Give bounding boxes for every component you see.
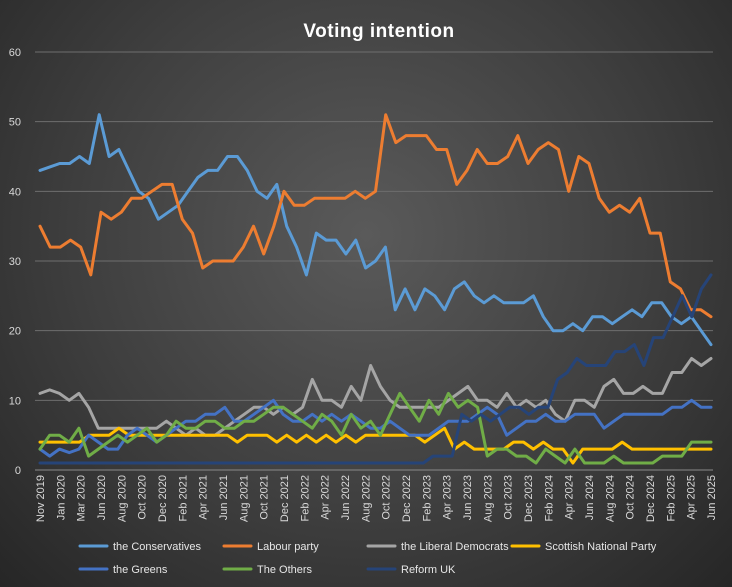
x-tick-label: Apr 2025: [686, 475, 698, 520]
y-tick-label: 30: [9, 256, 21, 268]
series-line-the-conservatives: [38, 113, 713, 347]
series-lines: [38, 113, 713, 465]
legend-label: the Greens: [113, 564, 168, 576]
series-line-labour-party: [38, 113, 713, 319]
legend-item: the Conservatives: [78, 541, 202, 553]
x-tick-label: Feb 2024: [543, 475, 555, 521]
x-tick-label: Oct 2020: [137, 475, 149, 520]
x-tick-label: Aug 2023: [482, 475, 494, 522]
x-tick-label: Apr 2023: [442, 475, 454, 520]
y-tick-label: 50: [9, 117, 21, 129]
x-tick-label: Jun 2025: [706, 475, 718, 520]
y-tick-label: 10: [9, 395, 21, 407]
x-tick-label: Jun 2024: [584, 475, 596, 520]
x-tick-label: Dec 2021: [279, 475, 291, 522]
x-tick-label: Aug 2024: [604, 475, 616, 522]
x-tick-label: Oct 2021: [259, 475, 271, 520]
series-line-reform-uk: [38, 273, 713, 465]
x-tick-label: Oct 2022: [381, 475, 393, 520]
x-tick-label: Dec 2023: [523, 475, 535, 522]
legend-label: The Others: [257, 564, 313, 576]
x-tick-label: Jun 2020: [96, 475, 108, 520]
y-tick-label: 0: [15, 465, 21, 477]
series-line-the-others: [38, 391, 713, 465]
x-tick-label: Mar 2020: [76, 475, 88, 521]
x-tick-label: Apr 2024: [564, 475, 576, 520]
legend-label: Scottish National Party: [545, 541, 657, 553]
x-tick-label: Aug 2022: [360, 475, 372, 522]
y-tick-label: 20: [9, 326, 21, 338]
legend-item: Reform UK: [366, 564, 456, 576]
legend-label: Reform UK: [401, 564, 456, 576]
y-tick-label: 40: [9, 186, 21, 198]
x-tick-label: Feb 2021: [177, 475, 189, 521]
chart-title: Voting intention: [303, 21, 454, 42]
x-tick-label: Apr 2022: [320, 475, 332, 520]
x-tick-label: Nov 2019: [35, 475, 47, 522]
legend-item: The Others: [222, 564, 313, 576]
x-tick-label: Jun 2022: [340, 475, 352, 520]
x-tick-label: Dec 2024: [645, 475, 657, 522]
x-tick-label: Feb 2025: [665, 475, 677, 521]
legend-label: Labour party: [257, 541, 319, 553]
legend-item: the Greens: [78, 564, 168, 576]
x-tick-label: Aug 2020: [116, 475, 128, 522]
x-tick-label: Oct 2023: [503, 475, 515, 520]
x-tick-label: Jun 2021: [218, 475, 230, 520]
legend-item: the Liberal Democrats: [366, 541, 509, 553]
x-axis: Nov 2019 Jan 2020 Mar 2020 Jun 2020 Aug 2020…: [35, 475, 718, 522]
legend-item: Scottish National Party: [510, 541, 657, 553]
x-tick-label: Jun 2023: [462, 475, 474, 520]
x-tick-label: Feb 2023: [421, 475, 433, 521]
x-tick-label: Feb 2022: [299, 475, 311, 521]
series-line-the-liberal-democrats: [38, 357, 713, 437]
legend-label: the Conservatives: [113, 541, 202, 553]
legend-label: the Liberal Democrats: [401, 541, 509, 553]
x-tick-label: Apr 2021: [198, 475, 210, 520]
legend-item: Labour party: [222, 541, 319, 553]
x-tick-label: Dec 2020: [157, 475, 169, 522]
x-tick-label: Dec 2022: [401, 475, 413, 522]
x-tick-label: Oct 2024: [625, 475, 637, 520]
legend: the Conservatives Labour party the Liberal…: [78, 541, 657, 576]
x-tick-label: Aug 2021: [238, 475, 250, 522]
y-tick-label: 60: [9, 47, 21, 59]
x-tick-label: Jan 2020: [55, 475, 67, 520]
y-axis: 0 10 20 30 40 50 60: [9, 47, 21, 477]
